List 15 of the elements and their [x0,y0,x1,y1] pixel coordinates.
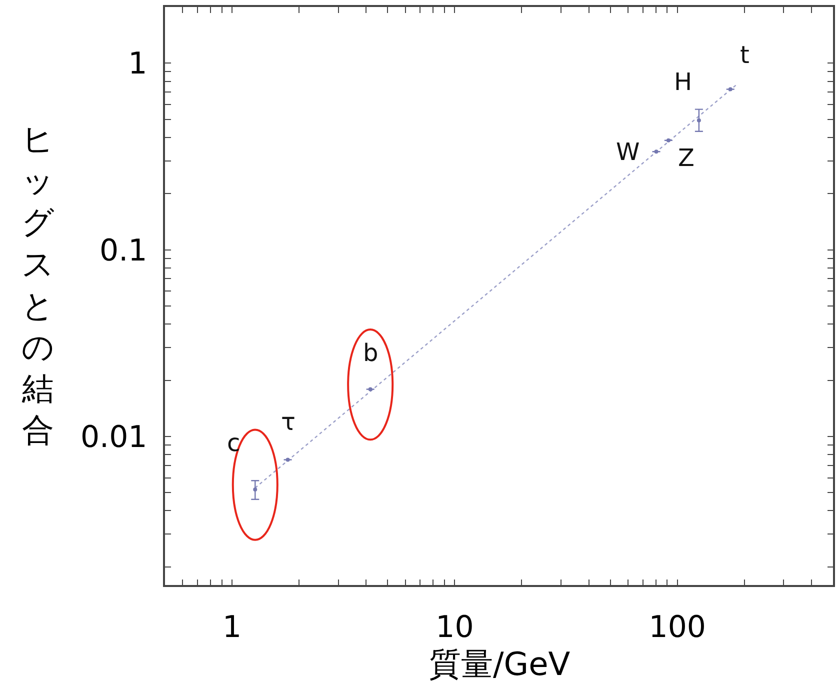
x-axis-title: 質量/GeV [429,645,570,683]
x-tick-label: 100 [648,610,706,645]
annotation: b [363,339,378,367]
y-tick-label: 0.01 [80,420,148,455]
x-tick-label: 10 [436,610,474,645]
annotation: c [227,429,240,457]
annotation: t [740,41,750,69]
x-tick-label: 1 [222,610,242,645]
y-axis-title: ヒッグスとの結合 [21,120,54,450]
annotation: H [674,68,692,96]
y-tick-label: 1 [128,46,148,82]
annotation: W [616,138,640,166]
annotation: Z [678,144,694,172]
y-tick-label: 0.1 [100,233,148,268]
annotation: τ [281,408,296,436]
